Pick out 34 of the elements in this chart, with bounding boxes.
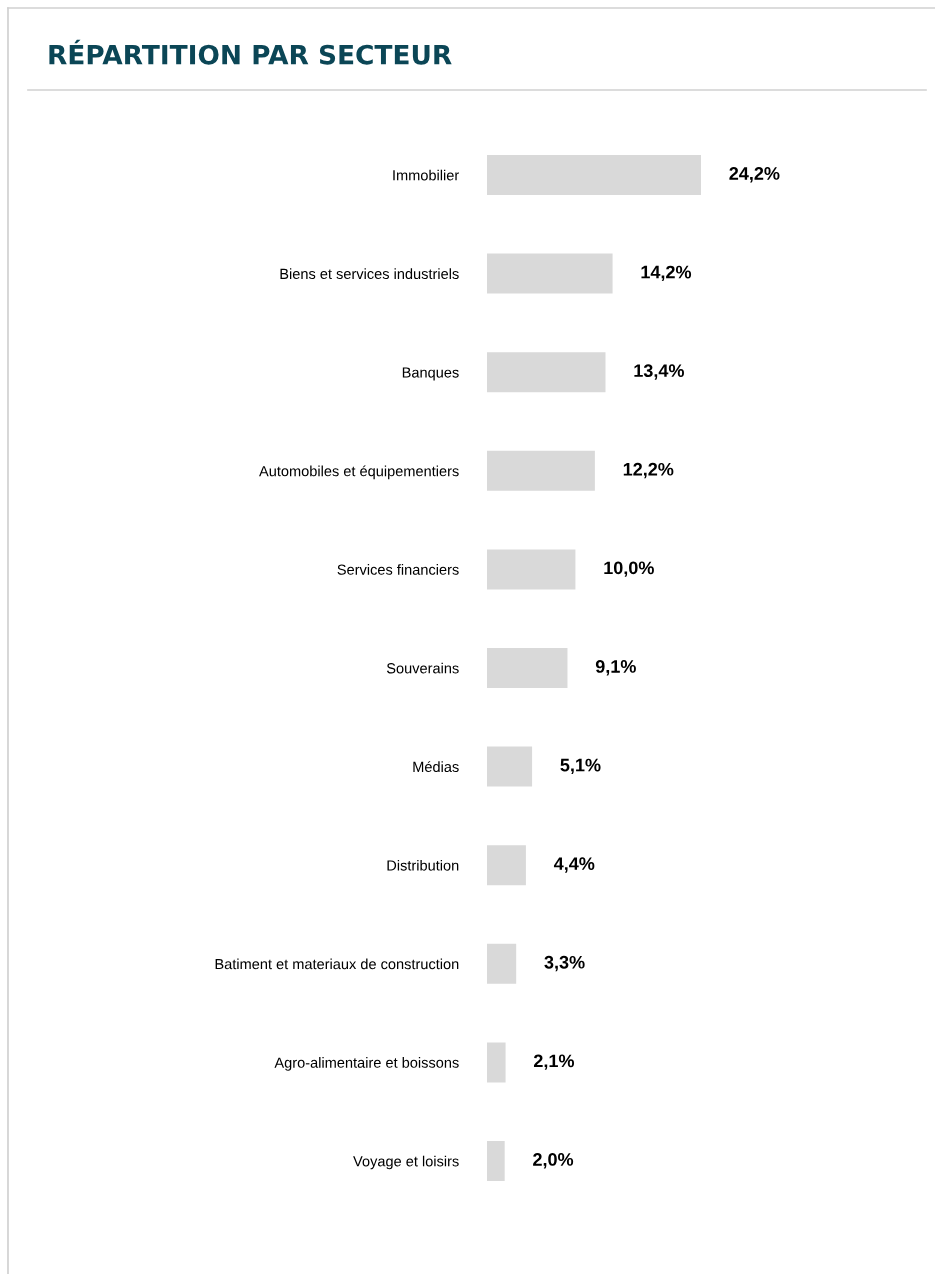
data-label: 13,4%: [634, 364, 684, 380]
data-label: 10,0%: [604, 561, 654, 577]
bar: [487, 845, 526, 886]
data-label: 3,3%: [544, 955, 585, 972]
bar: [487, 648, 568, 688]
data-label: 24,2%: [729, 167, 780, 183]
bar: [487, 746, 533, 787]
bar: [487, 450, 595, 491]
bar: [487, 352, 606, 393]
y-tick-label: Souverains: [386, 662, 459, 674]
y-tick-label: Médias: [413, 761, 459, 773]
bar: [487, 253, 613, 294]
bar: [487, 1141, 505, 1181]
bar: [487, 1042, 506, 1083]
bar: [487, 549, 576, 590]
data-label: 14,2%: [641, 265, 692, 282]
data-label: 4,4%: [553, 857, 595, 873]
y-tick-label: Automobiles et équipementiers: [259, 465, 459, 480]
data-label: 9,1%: [595, 660, 636, 676]
bar: [487, 943, 517, 984]
data-label: 12,2%: [623, 462, 674, 479]
y-tick-label: Banques: [402, 367, 459, 381]
y-tick-label: Distribution: [387, 859, 459, 871]
bar: [487, 155, 701, 195]
y-tick-label: Voyage et loisirs: [353, 1155, 459, 1170]
data-label: 2,0%: [533, 1153, 574, 1169]
y-tick-label: Immobilier: [393, 169, 459, 181]
y-tick-label: Biens et services industriels: [280, 268, 459, 280]
data-label: 5,1%: [560, 758, 601, 775]
y-tick-label: Services financiers: [337, 564, 459, 575]
y-tick-label: Batiment et materiaux de construction: [215, 958, 459, 970]
data-label: 2,1%: [533, 1054, 575, 1070]
y-tick-label: Agro-alimentaire et boissons: [274, 1057, 459, 1071]
text: RÉPARTITION PAR SECTEUR: [49, 39, 452, 65]
